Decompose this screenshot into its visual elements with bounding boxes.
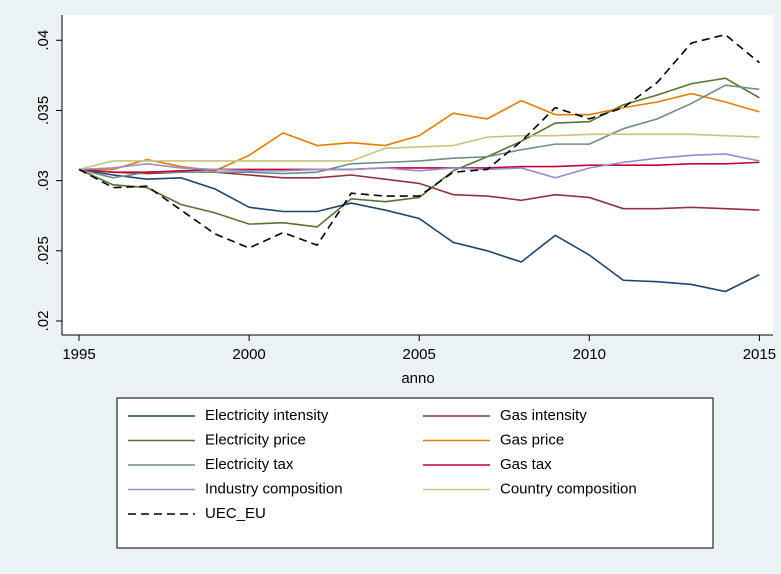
x-axis-label: anno: [401, 370, 434, 387]
series-line: [78, 168, 760, 293]
x-tick-label: 2010: [573, 346, 606, 363]
legend-label: Electricity tax: [205, 456, 294, 473]
y-tick-label: .035: [35, 96, 52, 125]
series-line: [78, 77, 760, 228]
y-tick-label: .025: [35, 236, 52, 265]
y-tick-label: .04: [35, 30, 52, 51]
x-tick-label: 1995: [62, 346, 95, 363]
x-tick-label: 2000: [232, 346, 265, 363]
series-line: [78, 33, 760, 249]
legend-label: UEC_EU: [205, 505, 266, 522]
legend-label: Gas tax: [500, 456, 552, 473]
series-line: [78, 133, 760, 171]
legend: [116, 397, 714, 549]
x-tick-label: 2005: [403, 346, 436, 363]
legend-label: Electricity intensity: [205, 407, 329, 424]
legend-label: Gas intensity: [500, 407, 587, 424]
x-tick-label: 2015: [743, 346, 776, 363]
legend-label: Country composition: [500, 480, 637, 497]
plot-area: [62, 15, 773, 335]
y-tick-label: .03: [35, 170, 52, 191]
y-tick-label: .02: [35, 311, 52, 332]
legend-label: Gas price: [500, 431, 564, 448]
legend-label: Industry composition: [205, 480, 343, 497]
series-line: [78, 84, 760, 179]
series-line: [78, 153, 760, 179]
series-line: [78, 161, 760, 173]
legend-label: Electricity price: [205, 431, 306, 448]
